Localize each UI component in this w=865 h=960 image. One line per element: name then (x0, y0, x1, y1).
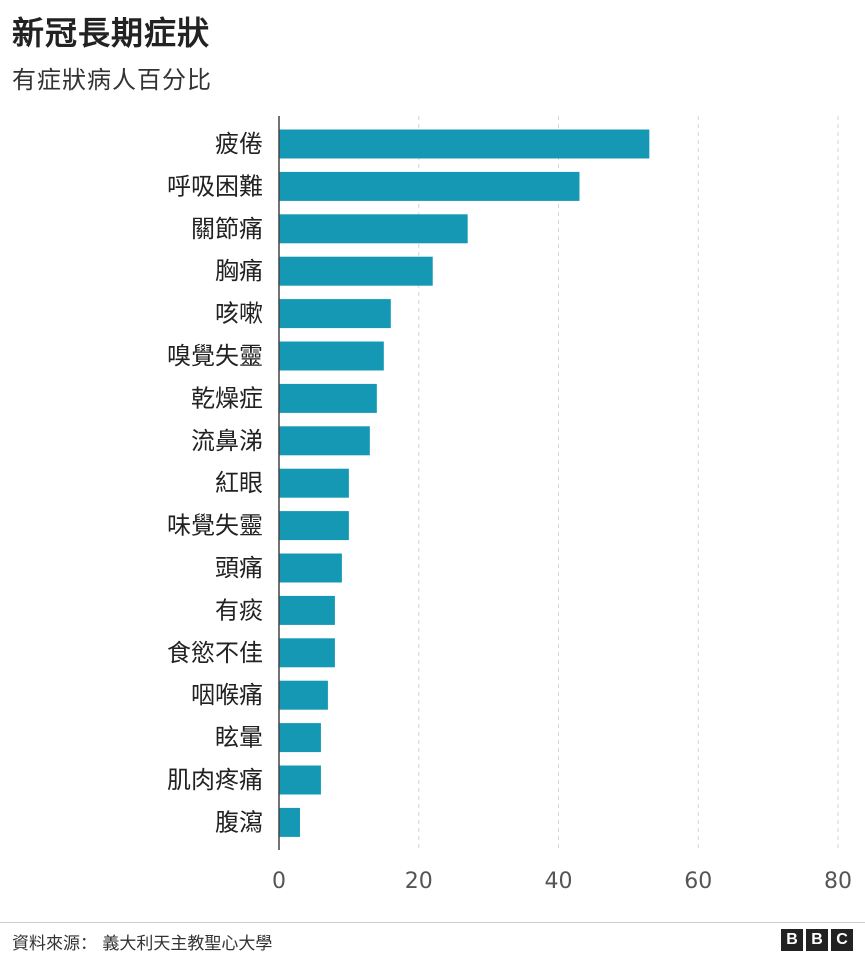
category-label: 呼吸困難 (167, 172, 263, 200)
x-axis-ticks: 0 20 40 60 80 (272, 869, 852, 894)
chart-title: 新冠長期症狀 (12, 14, 211, 52)
bar (279, 511, 349, 541)
x-tick-label: 60 (684, 869, 712, 894)
bar-chart: 疲倦呼吸困難關節痛胸痛咳嗽嗅覺失靈乾燥症流鼻涕紅眼味覺失靈頭痛有痰食慾不佳咽喉痛… (167, 116, 852, 894)
bar (279, 723, 321, 753)
grid-lines (418, 116, 839, 850)
bar (279, 638, 335, 668)
x-tick-label: 20 (405, 869, 433, 894)
bar (279, 765, 321, 795)
bbc-logo: B B C (781, 929, 853, 951)
category-label: 疲倦 (215, 130, 263, 158)
category-label: 乾燥症 (191, 384, 263, 412)
category-label: 有痰 (215, 596, 263, 624)
category-label: 流鼻涕 (191, 427, 263, 455)
category-label: 味覺失靈 (167, 512, 263, 540)
bar (279, 680, 328, 710)
bar (279, 299, 391, 329)
category-label: 胸痛 (215, 257, 263, 285)
bbc-logo-letter: C (831, 929, 853, 951)
bbc-logo-letter: B (781, 929, 803, 951)
category-label: 眩暈 (215, 724, 263, 752)
footer-divider (0, 922, 865, 923)
bar (279, 553, 342, 583)
bar (279, 383, 377, 413)
bar (279, 214, 468, 244)
x-tick-label: 0 (272, 869, 286, 894)
chart-subtitle: 有症狀病人百分比 (12, 66, 212, 94)
category-label: 食慾不佳 (167, 639, 263, 667)
bar (279, 595, 335, 625)
category-label: 嗅覺失靈 (167, 342, 263, 370)
bars (279, 129, 650, 837)
bar (279, 171, 580, 201)
category-label: 咽喉痛 (191, 681, 263, 709)
category-label: 頭痛 (215, 554, 263, 582)
source-note: 資料來源： 義大利天主教聖心大學 (12, 934, 273, 954)
category-label: 關節痛 (191, 215, 263, 243)
x-tick-label: 80 (824, 869, 852, 894)
bbc-logo-letter: B (806, 929, 828, 951)
bar (279, 426, 370, 456)
category-label: 咳嗽 (215, 300, 263, 328)
bar (279, 807, 300, 837)
bar (279, 129, 650, 159)
x-tick-label: 40 (545, 869, 573, 894)
category-labels: 疲倦呼吸困難關節痛胸痛咳嗽嗅覺失靈乾燥症流鼻涕紅眼味覺失靈頭痛有痰食慾不佳咽喉痛… (167, 130, 263, 836)
category-label: 肌肉疼痛 (167, 766, 263, 794)
bar (279, 256, 433, 286)
category-label: 紅眼 (215, 469, 263, 497)
bar (279, 341, 384, 371)
bar (279, 468, 349, 498)
category-label: 腹瀉 (215, 808, 263, 836)
